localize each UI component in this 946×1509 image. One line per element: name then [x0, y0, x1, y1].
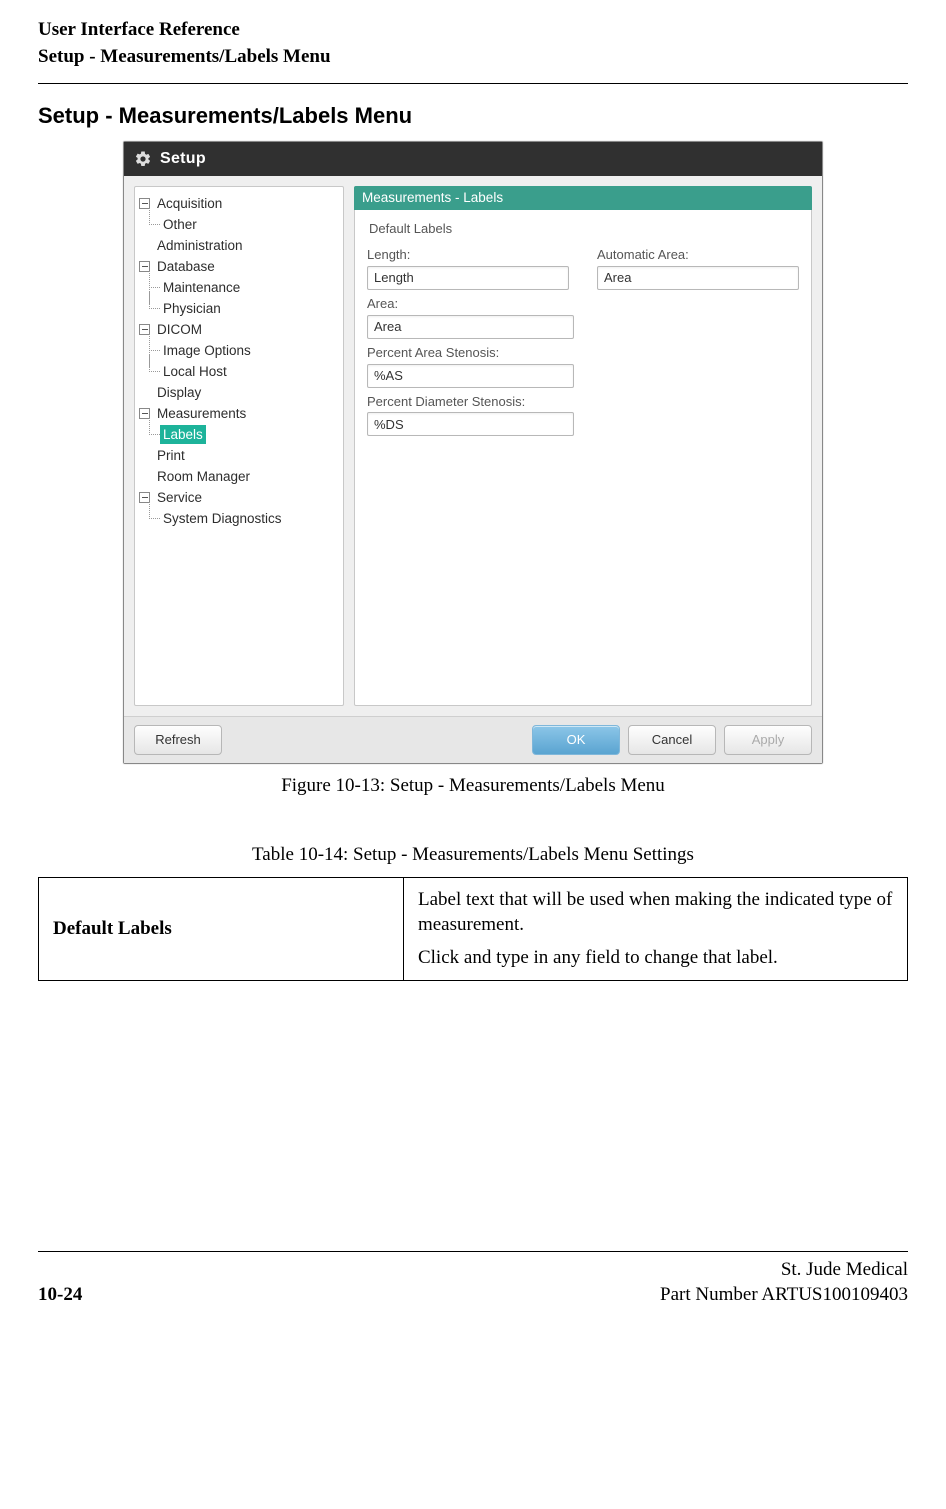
table-cell-desc: Label text that will be used when making… — [403, 878, 907, 981]
tree-node-room-manager[interactable]: Room Manager — [139, 466, 339, 487]
setup-dialog: Setup Acquisition Other — [123, 141, 823, 764]
settings-table: Default Labels Label text that will be u… — [38, 877, 908, 981]
label-automatic-area: Automatic Area: — [597, 247, 799, 264]
tree-node-acquisition[interactable]: Acquisition — [139, 193, 339, 214]
table-desc-p1: Label text that will be used when making… — [418, 888, 893, 937]
tree-node-physician[interactable]: Physician — [139, 298, 339, 319]
content-pane: Measurements - Labels Default Labels Len… — [354, 186, 812, 706]
figure-caption: Figure 10-13: Setup - Measurements/Label… — [38, 774, 908, 799]
tree-node-display[interactable]: Display — [139, 382, 339, 403]
form-area: Default Labels Length: Automatic Area: A… — [367, 217, 799, 436]
table-caption: Table 10-14: Setup - Measurements/Labels… — [38, 843, 908, 868]
label-area: Area: — [367, 296, 574, 313]
footer-company: St. Jude Medical — [660, 1258, 908, 1283]
header-divider — [38, 83, 908, 84]
ok-button[interactable]: OK — [532, 725, 620, 755]
label-percent-diameter-stenosis: Percent Diameter Stenosis: — [367, 394, 574, 411]
tree-node-dicom[interactable]: DICOM — [139, 319, 339, 340]
input-area[interactable] — [367, 315, 574, 339]
tree-label-image-options: Image Options — [160, 341, 254, 361]
tree-label-display: Display — [154, 383, 204, 403]
tree-label-maintenance: Maintenance — [160, 278, 243, 298]
table-cell-name: Default Labels — [39, 878, 404, 981]
tree-node-other[interactable]: Other — [139, 214, 339, 235]
tree-label-acquisition: Acquisition — [154, 194, 225, 214]
dialog-button-bar: Refresh OK Cancel Apply — [124, 716, 822, 763]
tree-node-local-host[interactable]: Local Host — [139, 361, 339, 382]
dialog-body: Acquisition Other Administration — [124, 176, 822, 716]
tree-label-local-host: Local Host — [160, 362, 230, 382]
tree-label-measurements: Measurements — [154, 404, 249, 424]
tree-label-dicom: DICOM — [154, 320, 205, 340]
nav-tree-pane: Acquisition Other Administration — [134, 186, 344, 706]
panel-header: Measurements - Labels — [354, 186, 812, 210]
fieldset-default-labels: Default Labels — [369, 221, 799, 238]
tree-node-system-diagnostics[interactable]: System Diagnostics — [139, 508, 339, 529]
label-length: Length: — [367, 247, 569, 264]
label-percent-area-stenosis: Percent Area Stenosis: — [367, 345, 574, 362]
table-desc-p2: Click and type in any field to change th… — [418, 946, 893, 971]
footer-page-number: 10-24 — [38, 1283, 82, 1308]
gear-icon — [134, 150, 152, 168]
tree-label-print: Print — [154, 446, 188, 466]
cancel-button[interactable]: Cancel — [628, 725, 716, 755]
dialog-titlebar: Setup — [124, 142, 822, 176]
page-header-line1: User Interface Reference — [38, 18, 908, 43]
tree-label-room-manager: Room Manager — [154, 467, 253, 487]
apply-button[interactable]: Apply — [724, 725, 812, 755]
tree-node-database[interactable]: Database — [139, 256, 339, 277]
tree-node-measurements[interactable]: Measurements — [139, 403, 339, 424]
refresh-button[interactable]: Refresh — [134, 725, 222, 755]
section-title: Setup - Measurements/Labels Menu — [38, 102, 908, 131]
tree-node-print[interactable]: Print — [139, 445, 339, 466]
footer-part-number: Part Number ARTUS100109403 — [660, 1283, 908, 1308]
tree-label-service: Service — [154, 488, 205, 508]
table-row: Default Labels Label text that will be u… — [39, 878, 908, 981]
tree-label-other: Other — [160, 215, 200, 235]
tree-label-physician: Physician — [160, 299, 224, 319]
page-header-line2: Setup - Measurements/Labels Menu — [38, 45, 908, 70]
nav-tree: Acquisition Other Administration — [139, 193, 339, 529]
input-percent-area-stenosis[interactable] — [367, 364, 574, 388]
tree-label-administration: Administration — [154, 236, 246, 256]
input-percent-diameter-stenosis[interactable] — [367, 412, 574, 436]
page-footer: 10-24 St. Jude Medical Part Number ARTUS… — [38, 1251, 908, 1307]
tree-label-database: Database — [154, 257, 218, 277]
dialog-title-text: Setup — [160, 149, 206, 170]
tree-label-labels: Labels — [160, 425, 206, 445]
tree-node-image-options[interactable]: Image Options — [139, 340, 339, 361]
tree-label-system-diagnostics: System Diagnostics — [160, 509, 285, 529]
tree-node-administration[interactable]: Administration — [139, 235, 339, 256]
input-automatic-area[interactable] — [597, 266, 799, 290]
input-length[interactable] — [367, 266, 569, 290]
tree-node-service[interactable]: Service — [139, 487, 339, 508]
tree-node-labels[interactable]: Labels — [139, 424, 339, 445]
tree-node-maintenance[interactable]: Maintenance — [139, 277, 339, 298]
